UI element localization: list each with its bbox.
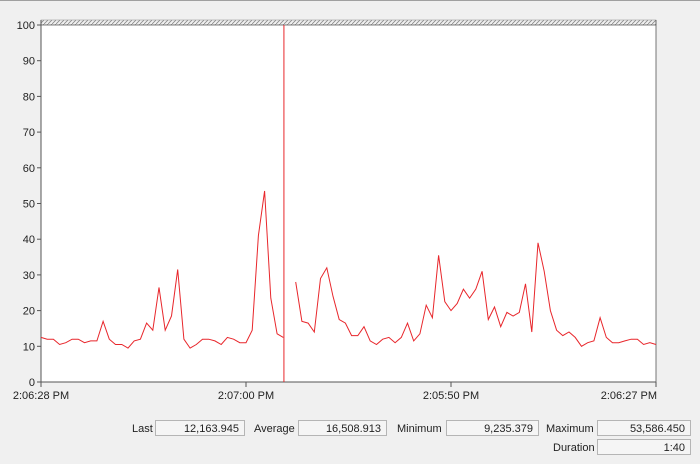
y-tick-label: 0	[29, 377, 35, 389]
last-label: Last	[132, 423, 153, 435]
y-tick-label: 40	[23, 234, 35, 246]
last-value-field: 12,163.945	[155, 420, 245, 436]
duration-value-field: 1:40	[597, 439, 691, 455]
plot-area	[41, 25, 656, 382]
y-tick-label: 50	[23, 199, 35, 211]
performance-graph[interactable]: 0 10 20 30 40 50 60 70 80 90 100 2:06:28 PM 2:07:00…	[0, 0, 700, 410]
average-value-field: 16,508.913	[298, 420, 387, 436]
minimum-value-field: 9,235.379	[446, 420, 539, 436]
maximum-value-field: 53,586.450	[597, 420, 691, 436]
x-tick-label: 2:06:27 PM	[601, 390, 657, 402]
series-line	[295, 242, 657, 347]
x-tick-label: 2:06:28 PM	[13, 390, 69, 402]
y-tick-label: 60	[23, 163, 35, 175]
duration-label: Duration	[553, 442, 595, 454]
minimum-label: Minimum	[397, 423, 442, 435]
y-tick-label: 20	[23, 306, 35, 318]
graph-top-hatch	[40, 19, 657, 26]
window-top-border	[0, 0, 700, 1]
x-tick-label: 2:05:50 PM	[423, 390, 479, 402]
maximum-label: Maximum	[546, 423, 594, 435]
y-tick-label: 10	[23, 341, 35, 353]
x-tick-label: 2:07:00 PM	[218, 390, 274, 402]
y-tick-label: 90	[23, 56, 35, 68]
y-tick-label: 30	[23, 270, 35, 282]
y-tick-label: 100	[17, 20, 35, 32]
series-line	[40, 190, 284, 349]
y-tick-label: 80	[23, 91, 35, 103]
y-tick-label: 70	[23, 127, 35, 139]
average-label: Average	[254, 423, 295, 435]
